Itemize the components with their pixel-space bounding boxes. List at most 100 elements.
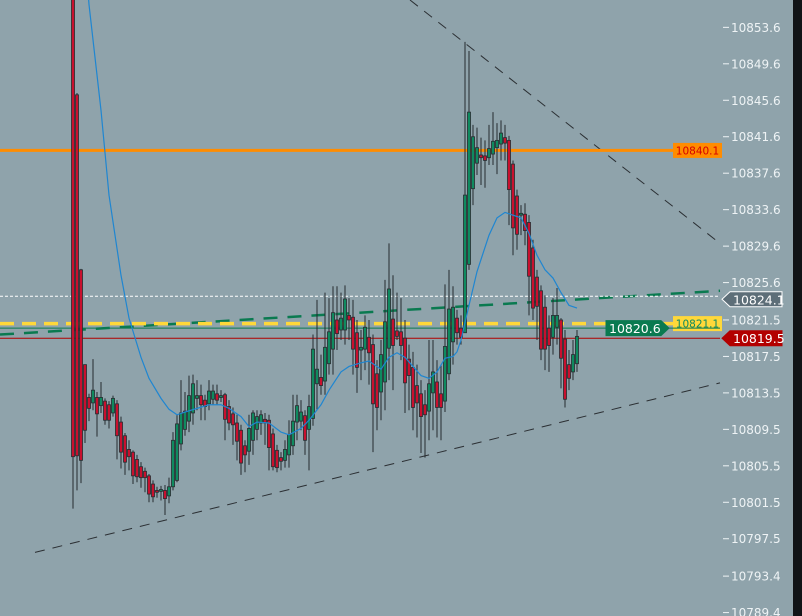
candle-body-bear — [131, 451, 135, 477]
axis-tick: 10793.4 — [723, 570, 781, 584]
candle — [467, 51, 471, 270]
candle — [519, 205, 523, 236]
tick-label: 10841.6 — [731, 130, 781, 144]
tick-label: 10817.5 — [731, 350, 781, 364]
candle — [251, 410, 255, 455]
candle — [231, 407, 235, 445]
candle-body-bear — [271, 433, 275, 468]
candle — [539, 285, 543, 361]
candle — [115, 400, 119, 460]
candle-body-bull — [443, 345, 447, 402]
candle-body-bull — [175, 423, 179, 481]
candle — [531, 239, 535, 320]
candle-body-bull — [311, 348, 315, 419]
right-border — [793, 0, 802, 616]
candle — [167, 477, 171, 504]
candle-body-bear — [83, 364, 87, 431]
candle-body-bear — [563, 338, 567, 400]
candle — [563, 329, 567, 408]
tick-label: 10789.4 — [731, 606, 781, 616]
candle-body-bear — [163, 490, 167, 500]
trend-line-2 — [34, 382, 721, 553]
candle-body-bull — [343, 298, 347, 331]
candle — [279, 452, 283, 471]
candle-body-bear — [347, 315, 351, 321]
candle — [383, 279, 387, 411]
candle-body-bear — [407, 358, 411, 376]
price-tag: 10820.6 — [605, 320, 670, 337]
candle — [571, 340, 575, 381]
price-tag: 10824.1 — [721, 291, 785, 308]
candle — [455, 309, 459, 345]
tick-label: 10797.5 — [731, 532, 781, 546]
candle — [363, 315, 367, 371]
candle-body-bull — [159, 489, 163, 492]
tick-label: 10821.5 — [731, 313, 781, 327]
candle — [483, 140, 487, 188]
candle — [151, 480, 155, 503]
candle-body-bear — [543, 306, 547, 350]
candle — [335, 286, 339, 351]
candle-body-bear — [435, 381, 439, 408]
candle — [83, 364, 87, 444]
candle-body-bear — [567, 364, 571, 379]
candle — [195, 380, 199, 411]
candle-body-bear — [483, 155, 487, 161]
candle — [575, 329, 579, 372]
candle-body-bear — [279, 457, 283, 462]
candle-body-bear — [139, 466, 143, 479]
candle-body-bear — [371, 344, 375, 405]
candle-body-bull — [299, 411, 303, 422]
candle — [143, 467, 147, 493]
tick-label: 10793.4 — [731, 570, 781, 584]
candle-body-bear — [335, 319, 339, 335]
candle-body-bull — [247, 428, 251, 452]
candle-body-bear — [155, 490, 159, 493]
candle — [95, 391, 99, 437]
candle — [135, 454, 139, 483]
candle-body-bull — [207, 390, 211, 405]
candle-body-bull — [467, 111, 471, 265]
candle — [131, 450, 135, 485]
candle — [379, 340, 383, 421]
candle-body-bull — [295, 405, 299, 423]
candle-body-bear — [515, 195, 519, 235]
tick-label: 10805.5 — [731, 459, 781, 473]
candle-body-bear — [143, 470, 147, 479]
candle — [311, 334, 315, 426]
candle — [443, 284, 447, 413]
line-label-box — [673, 142, 722, 158]
candle-body-bull — [323, 346, 327, 382]
candle-body-bull — [447, 308, 451, 375]
candle — [407, 344, 411, 411]
candle — [423, 390, 427, 458]
candle — [355, 319, 359, 393]
candle-body-bull — [487, 148, 491, 159]
candle-body-bear — [391, 318, 395, 346]
candle — [535, 269, 539, 341]
candle-body-bull — [219, 395, 223, 398]
axis-tick: 10853.6 — [723, 21, 781, 35]
candle — [507, 135, 511, 226]
candle-body-bear — [231, 413, 235, 426]
candle — [215, 384, 219, 405]
candle-body-bear — [527, 222, 531, 277]
candle-body-bear — [71, 0, 75, 458]
candle — [103, 398, 107, 425]
candle — [295, 394, 299, 441]
tick-label: 10809.5 — [731, 423, 781, 437]
price-axis[interactable]: 10853.6 10849.6 10845.6 10841.6 10837.6 10833… — [723, 21, 781, 616]
price-tag: 10819.5 — [721, 330, 785, 347]
tick-label: 10849.6 — [731, 57, 781, 71]
candle-body-bear — [559, 319, 563, 359]
candle — [235, 414, 239, 461]
price-tags: 10824.1 10820.6 10819.5 — [605, 291, 785, 347]
candle — [359, 329, 363, 381]
candle — [479, 137, 483, 186]
candle-body-bull — [451, 306, 455, 343]
candle — [315, 299, 319, 411]
candle — [403, 319, 407, 413]
candle-body-bull — [191, 383, 195, 414]
candle — [463, 41, 467, 334]
